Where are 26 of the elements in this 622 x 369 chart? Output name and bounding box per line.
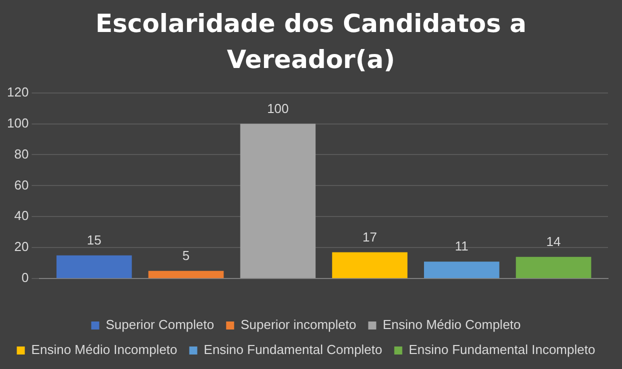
chart-title: Escolaridade dos Candidatos a Vereador(a) [94, 8, 528, 76]
bar [516, 256, 592, 278]
data-label: 14 [546, 234, 561, 249]
data-label: 5 [182, 248, 190, 263]
legend-label: Superior Completo [106, 317, 214, 332]
y-tick-label: 20 [14, 239, 29, 254]
bar [332, 252, 408, 278]
y-tick-label: 40 [14, 208, 29, 224]
y-tick-label: 0 [21, 270, 29, 286]
data-label: 15 [86, 232, 102, 248]
y-tick-label: 60 [14, 177, 29, 192]
y-tick-label: 120 [6, 84, 29, 100]
legend-label: Superior incompleto [240, 317, 356, 332]
data-label: 11 [454, 238, 468, 254]
data-label: 100 [267, 100, 289, 116]
legend-label: Ensino Médio Completo [382, 317, 521, 332]
y-tick-label: 80 [14, 146, 29, 162]
y-tick-label: 100 [6, 115, 29, 130]
legend-label: Ensino Fundamental Incompleto [408, 342, 596, 358]
legend-label: Ensino Médio Incompleto [31, 342, 178, 358]
bar [56, 255, 132, 278]
legend-label: Ensino Fundamental Completo [204, 342, 382, 358]
bar [424, 262, 500, 278]
bar [148, 270, 224, 278]
bar [240, 124, 316, 278]
data-label: 17 [362, 229, 378, 244]
